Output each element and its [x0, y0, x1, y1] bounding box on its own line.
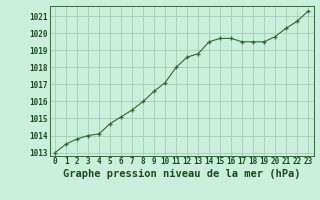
X-axis label: Graphe pression niveau de la mer (hPa): Graphe pression niveau de la mer (hPa): [63, 169, 300, 179]
